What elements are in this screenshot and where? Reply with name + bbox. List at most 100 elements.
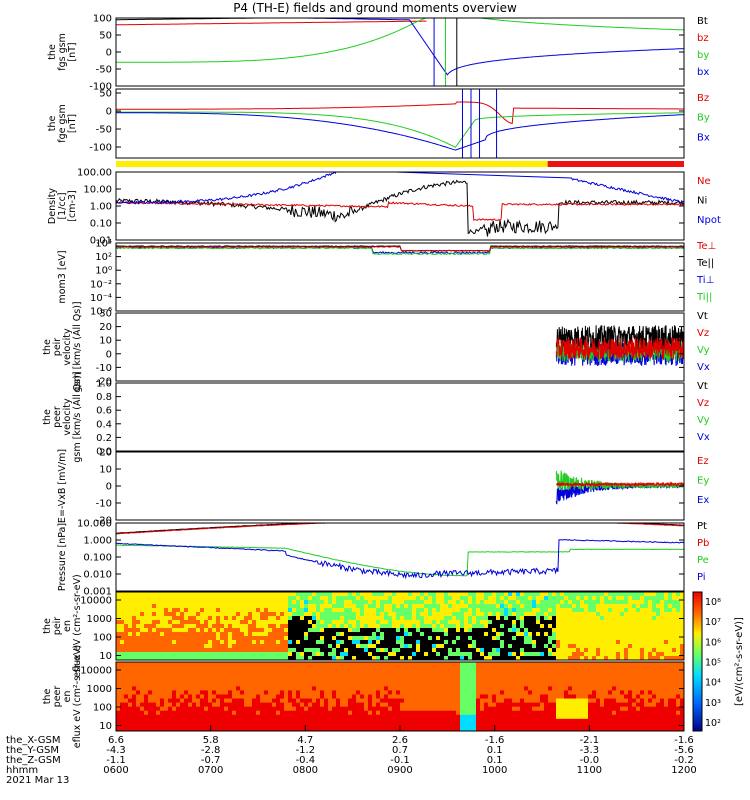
- spectrogram-cell: [480, 710, 485, 716]
- spectrogram-cell: [328, 596, 333, 601]
- spectrogram-cell: [228, 600, 233, 605]
- spectrogram-cell: [424, 702, 429, 708]
- spectrogram-cell: [384, 600, 389, 605]
- spectrogram-cell: [192, 636, 197, 641]
- spectrogram-cell: [608, 600, 613, 605]
- spectrogram-cell: [336, 662, 341, 667]
- spectrogram-cell: [356, 628, 361, 633]
- ytick-label: 0.2: [96, 433, 112, 444]
- spectrogram-cell: [220, 616, 225, 621]
- spectrogram-cell: [404, 710, 409, 716]
- spectrogram-cell: [496, 600, 501, 605]
- spectrogram-cell: [544, 694, 549, 700]
- spectrogram-cell: [224, 710, 229, 716]
- spectrogram-cell: [124, 620, 129, 625]
- spectrogram-cell: [268, 632, 273, 637]
- spectrogram-cell: [372, 706, 377, 712]
- spectrogram-cell: [204, 714, 209, 720]
- spectrogram-cell: [236, 718, 241, 724]
- spectrogram-cell: [148, 726, 153, 731]
- spectrogram-cell: [312, 596, 317, 601]
- spectrogram-cell: [192, 690, 197, 696]
- spectrogram-cell: [540, 662, 545, 667]
- spectrogram-cell: [176, 670, 181, 675]
- spectrogram-cell: [580, 644, 585, 649]
- spectrogram-cell: [632, 706, 637, 712]
- spectrogram-cell: [320, 608, 325, 613]
- spectrogram-cell: [468, 722, 473, 728]
- spectrogram-cell: [228, 612, 233, 617]
- spectrogram-cell: [308, 714, 313, 720]
- spectrogram-cell: [188, 640, 193, 645]
- spectrogram-cell: [192, 670, 197, 675]
- ylabel: E=-VxB [mV/m]: [57, 449, 68, 523]
- spectrogram-cell: [220, 644, 225, 649]
- spectrogram-cell: [316, 608, 321, 613]
- spectrogram-cell: [224, 686, 229, 692]
- spectrogram-cell: [452, 640, 457, 645]
- spectrogram-cell: [244, 620, 249, 625]
- spectrogram-cell: [180, 666, 185, 671]
- spectrogram-cell: [176, 624, 181, 629]
- spectrogram-cell: [248, 604, 253, 609]
- spectrogram-cell: [516, 596, 521, 601]
- spectrogram-cell: [416, 600, 421, 605]
- spectrogram-cell: [120, 702, 125, 708]
- spectrogram-cell: [648, 620, 653, 625]
- spectrogram-cell: [232, 600, 237, 605]
- spectrogram-cell: [204, 624, 209, 629]
- spectrogram-cell: [584, 652, 589, 657]
- spectrogram-cell: [456, 726, 461, 731]
- spectrogram-cell: [224, 648, 229, 653]
- spectrogram-cell: [636, 694, 641, 700]
- spectrogram-cell: [244, 678, 249, 683]
- spectrogram-cell: [256, 620, 261, 625]
- spectrogram-cell: [596, 648, 601, 653]
- spectrogram-cell: [152, 710, 157, 716]
- spectrogram-cell: [216, 604, 221, 609]
- spectrogram-cell: [264, 674, 269, 679]
- spectrogram-cell: [600, 698, 605, 704]
- spectrogram-cell: [340, 612, 345, 617]
- spectrogram-cell: [588, 592, 593, 597]
- spectrogram-cell: [240, 608, 245, 613]
- spectrogram-cell: [356, 674, 361, 679]
- spectrogram-cell: [420, 706, 425, 712]
- spectrogram-cell: [604, 666, 609, 671]
- spectrogram-cell: [184, 674, 189, 679]
- spectrogram-cell: [644, 698, 649, 704]
- spectrogram-cell: [220, 710, 225, 716]
- spectrogram-cell: [524, 662, 529, 667]
- spectrogram-cell: [124, 632, 129, 637]
- spectrogram-cell: [132, 656, 137, 660]
- spectrogram-cell: [224, 636, 229, 641]
- spectrogram-cell: [472, 694, 477, 700]
- spectrogram-cell: [168, 706, 173, 712]
- spectrogram-cell: [464, 670, 469, 675]
- spectrogram-cell: [348, 608, 353, 613]
- spectrogram-cell: [588, 612, 593, 617]
- spectrogram-cell: [224, 608, 229, 613]
- spectrogram-cell: [320, 674, 325, 679]
- spectrogram-cell: [164, 592, 169, 597]
- spectrogram-cell: [160, 702, 165, 708]
- spectrogram-cell: [340, 596, 345, 601]
- spectrogram-cell: [188, 612, 193, 617]
- ytick-label: 0: [106, 482, 112, 493]
- spectrogram-cell: [232, 694, 237, 700]
- spectrogram-cell: [664, 604, 669, 609]
- spectrogram-cell: [240, 678, 245, 683]
- spectrogram-cell: [512, 656, 517, 660]
- spectrogram-cell: [560, 686, 565, 692]
- spectrogram-cell: [224, 656, 229, 660]
- spectrogram-cell: [116, 702, 121, 708]
- spectrogram-cell: [640, 694, 645, 700]
- spectrogram-cell: [252, 686, 257, 692]
- spectrogram-cell: [288, 726, 293, 731]
- spectrogram-cell: [188, 706, 193, 712]
- spectrogram-cell: [444, 616, 449, 621]
- spectrogram-cell: [492, 690, 497, 696]
- spectrogram-cell: [300, 604, 305, 609]
- spectrogram-cell: [216, 706, 221, 712]
- spectrogram-cell: [584, 620, 589, 625]
